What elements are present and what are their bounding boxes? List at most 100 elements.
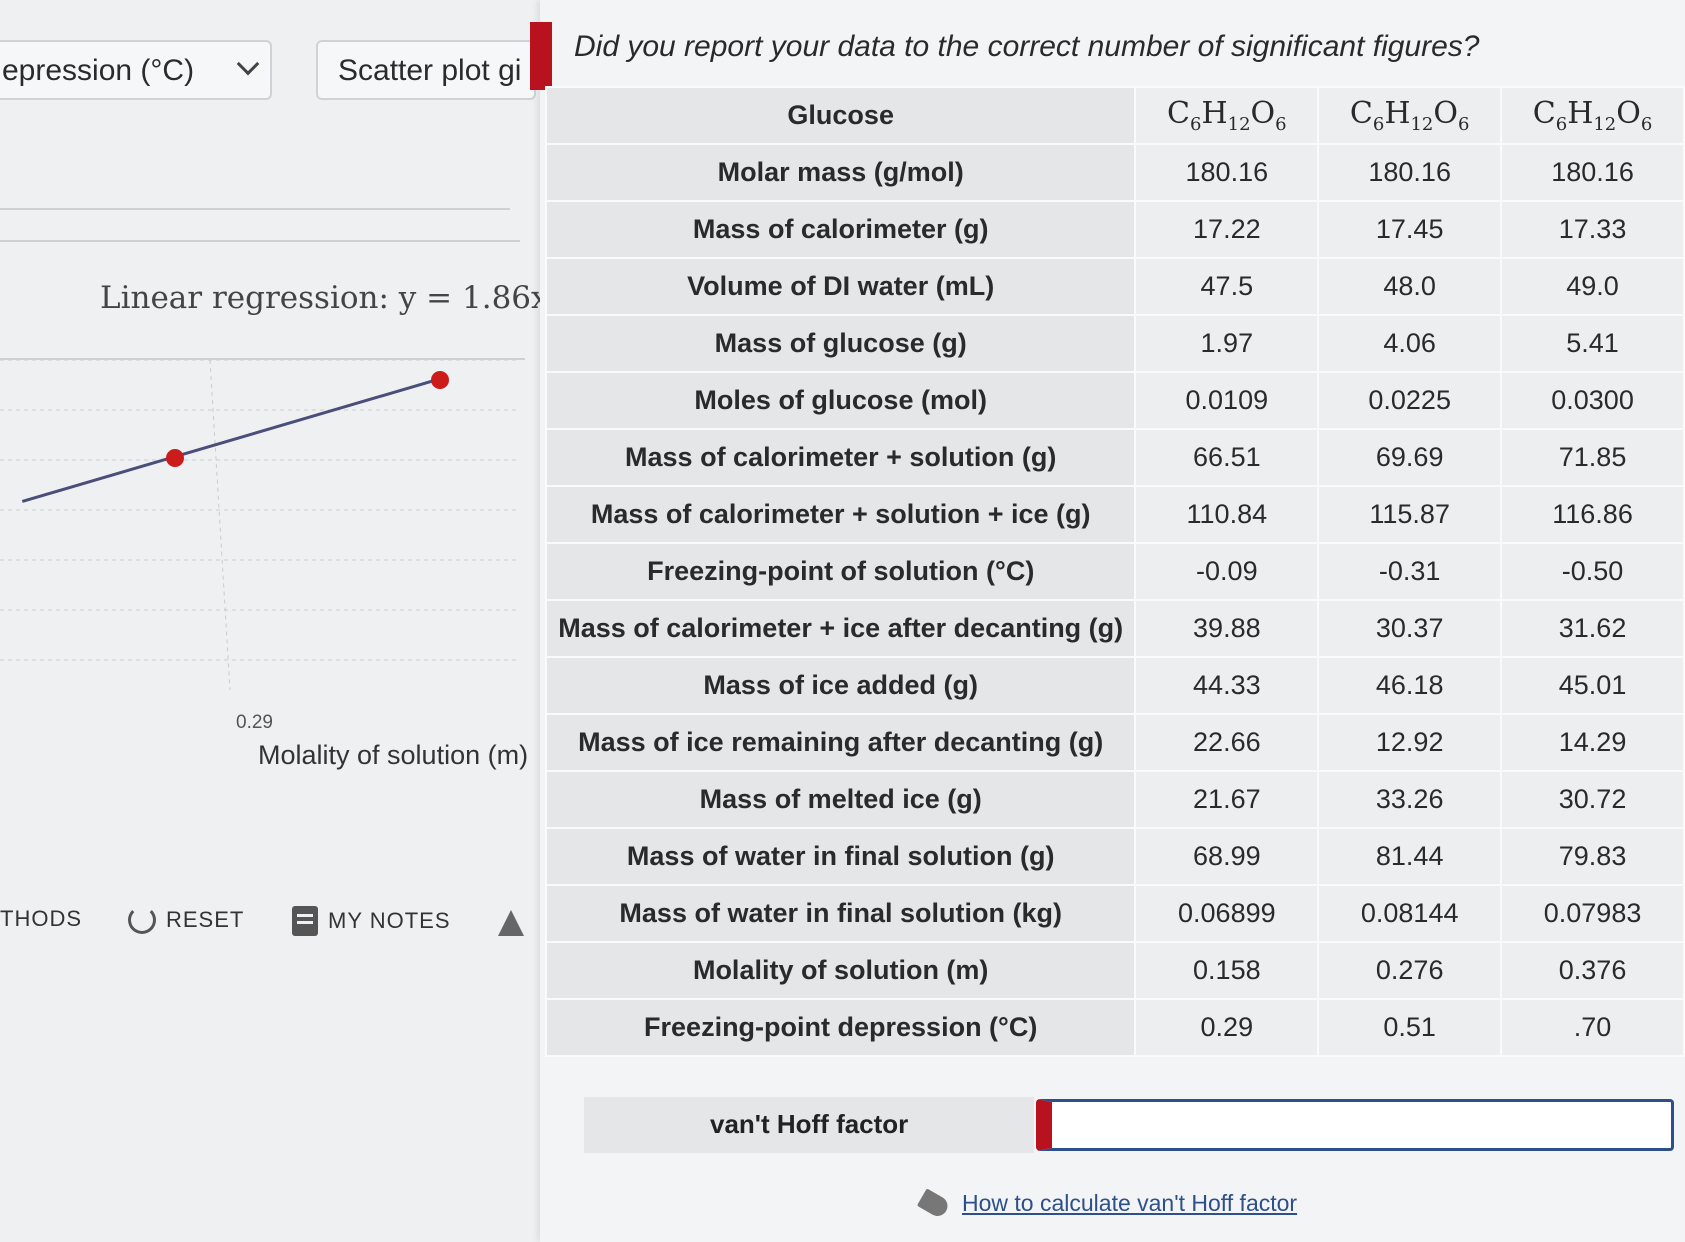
row-value: 46.18 <box>1317 656 1503 715</box>
formula-cell: C6H12O6 <box>1500 86 1685 145</box>
row-value: -0.09 <box>1134 542 1320 601</box>
x-tick-label: 0.29 <box>236 712 273 733</box>
data-table: Glucose C6H12O6 C6H12O6 C6H12O6 Molar ma… <box>544 86 1685 1057</box>
row-value: 79.83 <box>1500 827 1685 886</box>
row-label: Mass of ice remaining after decanting (g… <box>544 713 1137 772</box>
row-value: 180.16 <box>1134 143 1320 202</box>
row-value: 49.0 <box>1500 257 1685 316</box>
formula-cell: C6H12O6 <box>1317 86 1503 145</box>
scatter-plot-label: Scatter plot gi <box>338 54 522 87</box>
row-label: Moles of glucose (mol) <box>544 371 1137 430</box>
row-value: 14.29 <box>1500 713 1685 772</box>
row-value: 69.69 <box>1317 428 1503 487</box>
dropdown-label: epression (°C) <box>2 54 195 87</box>
y-axis-dropdown[interactable]: epression (°C) <box>0 40 272 100</box>
help-link-row[interactable]: How to calculate van't Hoff factor <box>916 1187 1298 1220</box>
left-panel: epression (°C) Scatter plot gi Linear re… <box>0 0 560 1242</box>
row-value: 12.92 <box>1317 713 1503 772</box>
row-value: 47.5 <box>1134 257 1320 316</box>
divider <box>0 208 510 210</box>
data-point <box>431 371 449 389</box>
row-value: 180.16 <box>1317 143 1503 202</box>
table-row: Mass of melted ice (g) 21.67 33.26 30.72 <box>544 770 1685 829</box>
row-value: -0.50 <box>1500 542 1685 601</box>
vant-hoff-label: van't Hoff factor <box>584 1097 1034 1153</box>
row-value: 0.376 <box>1500 941 1685 1000</box>
row-value: 0.0109 <box>1134 371 1320 430</box>
my-notes-label: MY NOTES <box>328 908 451 933</box>
tag-icon <box>916 1187 952 1220</box>
scatter-plot <box>0 360 520 691</box>
row-value: 0.08144 <box>1317 884 1503 943</box>
table-row: Volume of DI water (mL) 47.5 48.0 49.0 <box>544 257 1685 316</box>
row-value: 1.97 <box>1134 314 1320 373</box>
row-label: Mass of glucose (g) <box>544 314 1137 373</box>
vant-hoff-row: van't Hoff factor <box>584 1097 1674 1153</box>
methods-button[interactable]: THODS <box>0 906 82 932</box>
x-axis-label: Molality of solution (m) <box>258 740 529 770</box>
data-point <box>166 449 184 467</box>
divider <box>0 358 525 360</box>
row-value: 5.41 <box>1500 314 1685 373</box>
row-label: Molar mass (g/mol) <box>544 143 1137 202</box>
flask-icon <box>498 910 524 936</box>
row-value: 115.87 <box>1317 485 1503 544</box>
row-value: 0.0300 <box>1500 371 1685 430</box>
table-row: Mass of ice added (g) 44.33 46.18 45.01 <box>544 656 1685 715</box>
row-value: 30.37 <box>1317 599 1503 658</box>
table-row: Mass of glucose (g) 1.97 4.06 5.41 <box>544 314 1685 373</box>
table-row: Mass of calorimeter + solution (g) 66.51 6… <box>544 428 1685 487</box>
row-label: Mass of ice added (g) <box>544 656 1137 715</box>
row-label: Mass of water in final solution (kg) <box>544 884 1137 943</box>
row-value: 39.88 <box>1134 599 1320 658</box>
header-glucose: Glucose <box>544 86 1137 145</box>
reset-button[interactable]: RESET <box>128 906 244 934</box>
row-value: 180.16 <box>1500 143 1685 202</box>
scatter-plot-button[interactable]: Scatter plot gi <box>316 40 536 100</box>
row-value: 0.06899 <box>1134 884 1320 943</box>
row-value: 4.06 <box>1317 314 1503 373</box>
row-value: 0.158 <box>1134 941 1320 1000</box>
row-label: Mass of calorimeter (g) <box>544 200 1137 259</box>
row-value: 30.72 <box>1500 770 1685 829</box>
row-value: .70 <box>1500 998 1685 1057</box>
my-notes-button[interactable]: MY NOTES <box>292 906 451 936</box>
row-value: 0.07983 <box>1500 884 1685 943</box>
vant-hoff-help-link[interactable]: How to calculate van't Hoff factor <box>962 1190 1298 1216</box>
plot-grid <box>0 360 520 691</box>
row-label: Volume of DI water (mL) <box>544 257 1137 316</box>
table-row: Molar mass (g/mol) 180.16 180.16 180.16 <box>544 143 1685 202</box>
row-label: Molality of solution (m) <box>544 941 1137 1000</box>
row-value: 116.86 <box>1500 485 1685 544</box>
table-row: Mass of calorimeter (g) 17.22 17.45 17.33 <box>544 200 1685 259</box>
bottom-toolbar: THODS RESET MY NOTES <box>0 900 560 950</box>
methods-label: THODS <box>0 906 82 931</box>
row-value: 17.45 <box>1317 200 1503 259</box>
notes-icon <box>292 906 318 936</box>
vant-hoff-input[interactable] <box>1036 1099 1674 1151</box>
row-value: 17.33 <box>1500 200 1685 259</box>
row-label: Mass of melted ice (g) <box>544 770 1137 829</box>
formula-cell: C6H12O6 <box>1134 86 1320 145</box>
regression-equation: Linear regression: y = 1.86x <box>100 280 549 316</box>
chevron-down-icon <box>236 52 260 76</box>
divider <box>0 240 520 242</box>
row-value: -0.31 <box>1317 542 1503 601</box>
table-row: Mass of water in final solution (kg) 0.06… <box>544 884 1685 943</box>
row-value: 31.62 <box>1500 599 1685 658</box>
row-value: 33.26 <box>1317 770 1503 829</box>
row-value: 21.67 <box>1134 770 1320 829</box>
row-value: 68.99 <box>1134 827 1320 886</box>
row-value: 0.0225 <box>1317 371 1503 430</box>
reset-icon <box>128 906 156 934</box>
row-label: Mass of calorimeter + ice after decantin… <box>544 599 1137 658</box>
lab-button[interactable] <box>498 906 524 936</box>
row-label: Freezing-point of solution (°C) <box>544 542 1137 601</box>
table-row: Mass of ice remaining after decanting (g… <box>544 713 1685 772</box>
row-value: 0.276 <box>1317 941 1503 1000</box>
row-label: Mass of water in final solution (g) <box>544 827 1137 886</box>
row-value: 22.66 <box>1134 713 1320 772</box>
row-value: 17.22 <box>1134 200 1320 259</box>
grid-line <box>209 360 231 691</box>
data-points <box>166 371 449 467</box>
